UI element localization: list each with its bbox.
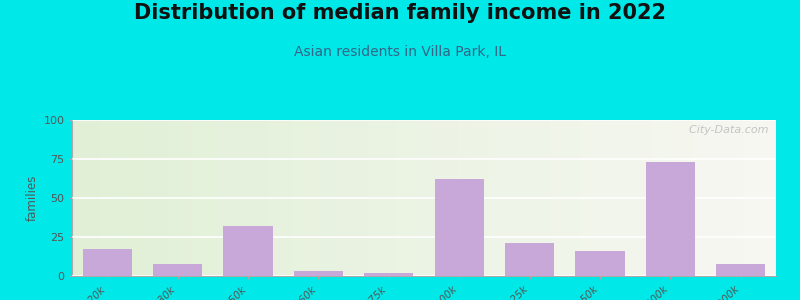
- Bar: [716, 263, 766, 276]
- Y-axis label: families: families: [26, 175, 39, 221]
- Bar: [505, 243, 554, 276]
- Bar: [364, 273, 414, 276]
- Text: City-Data.com: City-Data.com: [682, 125, 769, 135]
- Bar: [434, 179, 484, 276]
- Bar: [223, 226, 273, 276]
- Bar: [646, 162, 695, 276]
- Bar: [153, 263, 202, 276]
- Text: Distribution of median family income in 2022: Distribution of median family income in …: [134, 3, 666, 23]
- Bar: [294, 271, 343, 276]
- Bar: [82, 250, 132, 276]
- Text: Asian residents in Villa Park, IL: Asian residents in Villa Park, IL: [294, 45, 506, 59]
- Bar: [575, 251, 625, 276]
